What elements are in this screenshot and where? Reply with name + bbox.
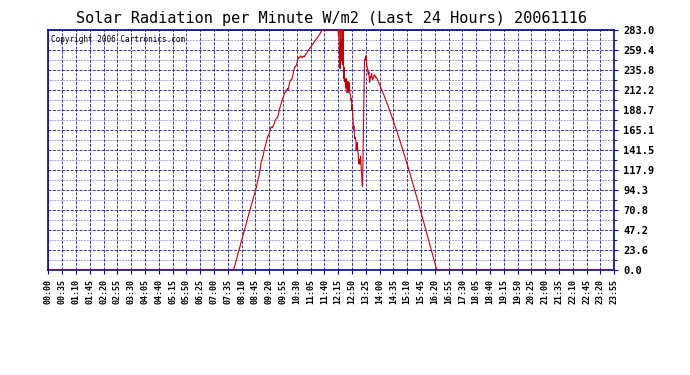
Title: Solar Radiation per Minute W/m2 (Last 24 Hours) 20061116: Solar Radiation per Minute W/m2 (Last 24… <box>76 11 586 26</box>
Text: Copyright 2006 Cartronics.com: Copyright 2006 Cartronics.com <box>51 35 185 44</box>
